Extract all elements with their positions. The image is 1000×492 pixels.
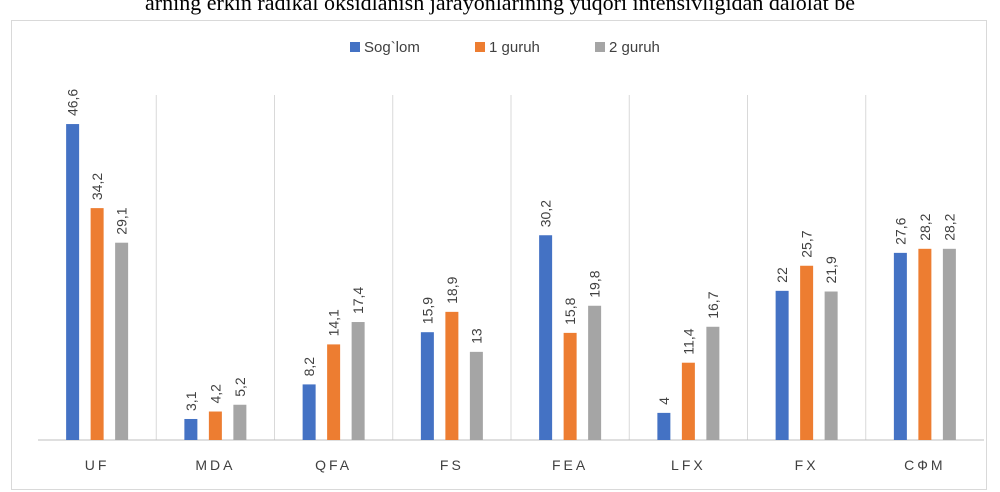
category-label: FX bbox=[795, 457, 819, 473]
legend-label: Sog`lom bbox=[364, 39, 420, 56]
bar bbox=[115, 242, 129, 440]
category-label: FEA bbox=[552, 457, 588, 473]
data-label: 15,8 bbox=[562, 297, 578, 324]
chart-frame bbox=[11, 20, 987, 490]
category-label: QFA bbox=[315, 457, 352, 473]
data-label: 18,9 bbox=[444, 276, 460, 303]
data-label: 13 bbox=[468, 328, 484, 344]
data-label: 19,8 bbox=[587, 270, 603, 297]
document-caption: arning erkin radikal oksidlanish jarayon… bbox=[145, 0, 855, 15]
bar bbox=[824, 291, 838, 440]
legend-swatch bbox=[595, 42, 605, 52]
bar bbox=[90, 208, 104, 440]
data-label: 21,9 bbox=[823, 256, 839, 283]
data-label: 28,2 bbox=[917, 213, 933, 240]
data-label: 3,1 bbox=[183, 391, 199, 411]
legend-label: 2 guruh bbox=[609, 39, 660, 56]
data-label: 17,4 bbox=[350, 287, 366, 314]
data-label: 16,7 bbox=[705, 291, 721, 318]
bar bbox=[942, 248, 956, 440]
bar bbox=[208, 411, 222, 440]
data-label: 4 bbox=[656, 397, 672, 405]
category-label: MDA bbox=[195, 457, 235, 473]
bar bbox=[327, 344, 341, 440]
data-label: 4,2 bbox=[207, 384, 223, 404]
bar bbox=[66, 124, 80, 440]
data-label: 11,4 bbox=[680, 328, 696, 354]
bar bbox=[563, 332, 577, 440]
category-label: UF bbox=[85, 457, 110, 473]
category-label: LFX bbox=[671, 457, 706, 473]
bar bbox=[445, 311, 459, 440]
bar bbox=[351, 322, 365, 440]
data-label: 8,2 bbox=[301, 357, 317, 377]
data-label: 27,6 bbox=[892, 217, 908, 244]
legend-swatch bbox=[350, 42, 360, 52]
bar bbox=[657, 412, 671, 440]
bar bbox=[420, 332, 434, 440]
bar bbox=[302, 384, 316, 440]
bar bbox=[918, 248, 932, 440]
data-label: 5,2 bbox=[232, 377, 248, 397]
bar bbox=[469, 351, 483, 440]
bar bbox=[184, 418, 198, 440]
data-label: 34,2 bbox=[89, 173, 105, 200]
bar bbox=[588, 305, 602, 440]
data-label: 15,9 bbox=[419, 297, 435, 324]
bar bbox=[775, 290, 789, 440]
bar bbox=[681, 362, 695, 440]
bar bbox=[539, 235, 553, 440]
data-label: 22 bbox=[774, 267, 790, 283]
data-label: 29,1 bbox=[114, 207, 130, 234]
bar bbox=[800, 265, 814, 440]
bar bbox=[706, 326, 720, 440]
data-label: 28,2 bbox=[941, 213, 957, 240]
data-label: 46,6 bbox=[65, 89, 81, 116]
legend-label: 1 guruh bbox=[489, 39, 540, 56]
data-label: 30,2 bbox=[538, 200, 554, 227]
bar bbox=[893, 252, 907, 440]
legend-swatch bbox=[475, 42, 485, 52]
category-label: FS bbox=[440, 457, 464, 473]
bar bbox=[233, 404, 247, 440]
data-label: 14,1 bbox=[326, 309, 342, 336]
data-label: 25,7 bbox=[799, 230, 815, 257]
category-label: СФМ bbox=[904, 457, 945, 473]
